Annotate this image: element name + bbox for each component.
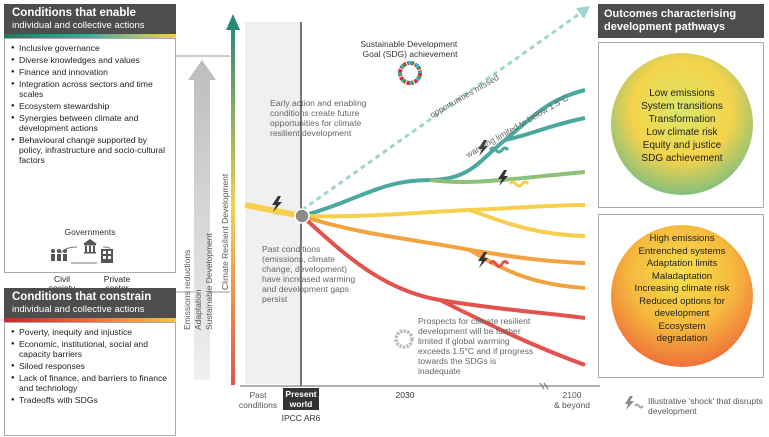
sdg-annotation: Sustainable Development Goal (SDG) achie…	[360, 39, 459, 59]
outcome-item: SDG achievement	[641, 153, 723, 164]
list-item: Diverse knowledges and values	[11, 55, 171, 65]
prospects-annotation: Prospects for climate resilient developm…	[418, 316, 534, 376]
outcome-item: Equity and justice	[642, 140, 722, 151]
pathway-line	[504, 116, 586, 142]
pathway-line	[301, 214, 586, 265]
outcome-item: Adaptation limits	[646, 258, 718, 269]
axis-break	[539, 382, 545, 390]
outcome-item: Low emissions	[649, 88, 715, 99]
positive-outcomes-list: Low emissions System transitions Transfo…	[611, 87, 753, 165]
y-axis-arrowhead	[226, 14, 240, 30]
pathway-line	[469, 208, 586, 238]
enabling-list-box: Inclusive governance Diverse knowledges …	[4, 38, 176, 293]
outcomes-header: Outcomes characterising development path…	[598, 4, 764, 38]
transition-up-arrow	[188, 60, 216, 380]
cycle-arrow	[102, 246, 111, 252]
enabling-conditions-panel: Conditions that enable individual and co…	[4, 4, 176, 293]
constraining-list: Poverty, inequity and injustice Economic…	[5, 323, 175, 405]
vertical-label-adaptation: Adaptation	[193, 289, 203, 330]
enabling-header: Conditions that enable individual and co…	[4, 4, 176, 34]
outcome-item: Increasing climate risk	[634, 283, 730, 294]
list-item: Siloed responses	[11, 361, 171, 371]
y-axis-bar	[231, 28, 235, 385]
negative-outcomes-box: High emissions Entrenched systems Adapta…	[598, 214, 764, 378]
shock-icon	[498, 170, 530, 188]
missed-opportunities-arrowhead	[576, 6, 590, 19]
cycle-arrow	[60, 246, 78, 254]
enabling-subtitle: individual and collective actions	[12, 20, 145, 31]
past-region	[245, 22, 301, 384]
legend-shock-icon	[625, 396, 644, 410]
past-conditions-annotation: Past conditions (emissions, climate chan…	[262, 244, 356, 304]
constraining-gradient-bar	[4, 318, 176, 322]
enabling-title: Conditions that enable	[12, 7, 136, 19]
outcome-item: High emissions	[649, 233, 715, 244]
list-item: Synergies between climate and developmen…	[11, 113, 171, 133]
ipcc-label: IPCC AR6	[282, 413, 321, 423]
outcome-item: Maladaptation	[651, 270, 713, 282]
governments-label: Governments	[64, 227, 115, 237]
sdg-wheel-icon	[398, 61, 422, 85]
enabling-list: Inclusive governance Diverse knowledges …	[5, 39, 175, 165]
present-node	[294, 208, 310, 224]
government-building-icon	[83, 239, 97, 254]
year-2100-label: 2100 & beyond	[554, 390, 590, 410]
sdg-annotation-line1: Sustainable Development	[360, 39, 458, 49]
pathway-line	[429, 170, 586, 184]
list-item: Lack of finance, and barriers to finance…	[11, 373, 171, 393]
shock-icon	[478, 140, 510, 156]
list-item: Ecosystem stewardship	[11, 101, 171, 111]
present-world-badge	[283, 388, 319, 410]
sdg-annotation-line2: Goal (SDG) achievement	[363, 49, 459, 59]
early-action-annotation: Early action and enabling conditions cre…	[270, 98, 367, 138]
constraining-title: Conditions that constrain	[12, 291, 152, 303]
list-item: Integration across sectors and time scal…	[11, 79, 171, 99]
list-item: Tradeoffs with SDGs	[11, 395, 171, 405]
outcome-item: System transitions	[641, 101, 723, 112]
list-item: Inclusive governance	[11, 43, 171, 53]
outcome-item: Entrenched systems	[638, 245, 726, 257]
past-conditions-label: Past conditions	[239, 390, 277, 410]
outcome-item: Transformation	[648, 114, 716, 125]
axis-break	[543, 382, 549, 390]
pathway-line	[301, 203, 586, 219]
negative-outcomes-list: High emissions Entrenched systems Adapta…	[611, 233, 753, 346]
year-2030-label: 2030	[396, 390, 415, 400]
grey-sdg-wheel-icon	[394, 329, 414, 349]
outcome-item: Low climate risk	[646, 127, 718, 138]
vertical-label-crd: Climate Resilient Development	[220, 173, 230, 290]
shock-icon	[478, 252, 510, 268]
pathway-line	[439, 298, 586, 367]
present-world-label: Present world	[285, 389, 316, 409]
constraining-conditions-panel: Conditions that constrain individual and…	[4, 288, 176, 436]
list-item: Behavioural change supported by policy, …	[11, 135, 171, 165]
opportunities-missed-label: opportunities missed	[428, 72, 501, 120]
list-item: Finance and innovation	[11, 67, 171, 77]
list-item: Poverty, inequity and injustice	[11, 327, 171, 337]
constraining-header: Conditions that constrain individual and…	[4, 288, 176, 318]
negative-outcomes-globe: High emissions Entrenched systems Adapta…	[611, 225, 753, 367]
vertical-label-emissions: Emissions reductions	[182, 250, 192, 330]
missed-opportunities-line	[301, 10, 583, 212]
actors-diagram: Governments	[51, 227, 116, 264]
positive-outcomes-box: Low emissions System transitions Transfo…	[598, 42, 764, 208]
enabling-gradient-bar	[4, 34, 176, 38]
legend-shock-label: Illustrative 'shock' that disrupts devel…	[648, 396, 763, 416]
outcome-item: Ecosystem degradation	[656, 320, 708, 345]
list-item: Economic, institutional, social and capa…	[11, 339, 171, 359]
constraining-subtitle: individual and collective actions	[12, 304, 145, 315]
pathway-line	[468, 248, 586, 290]
shock-icon	[272, 196, 282, 212]
outcome-item: Reduced options for development	[639, 295, 725, 320]
vertical-label-sustainable: Sustainable Development	[204, 232, 214, 330]
positive-outcomes-globe: Low emissions System transitions Transfo…	[611, 53, 753, 195]
constraining-list-box: Poverty, inequity and injustice Economic…	[4, 322, 176, 436]
private-sector-icon	[101, 249, 113, 263]
pathway-line	[301, 88, 586, 218]
